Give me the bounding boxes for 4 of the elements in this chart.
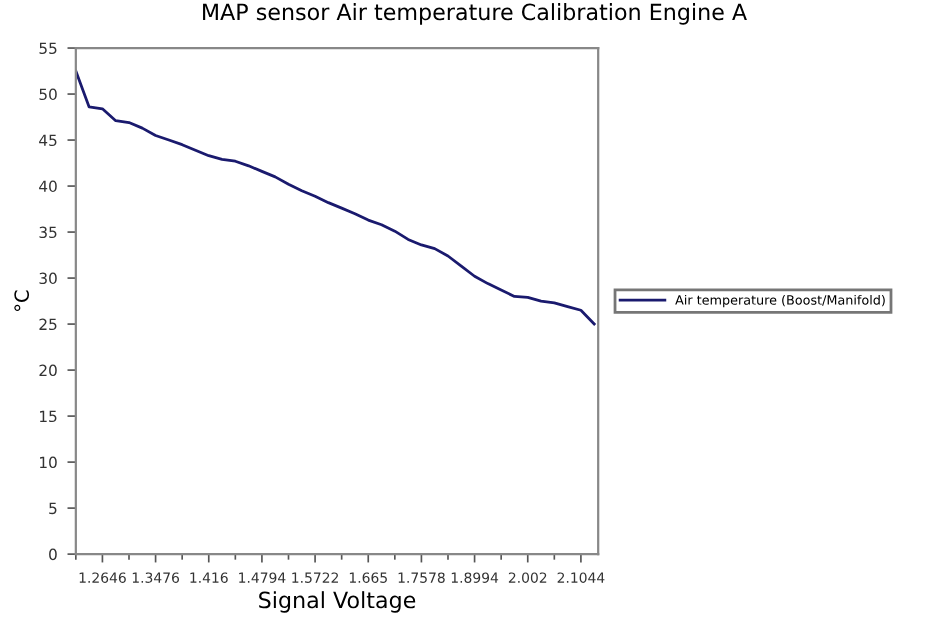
chart-title: MAP sensor Air temperature Calibration Engine A (203, 3, 747, 25)
line-series (75, 69, 596, 326)
x-axis-title: Signal Voltage (259, 591, 416, 613)
y-axis-title: °C (14, 290, 30, 311)
